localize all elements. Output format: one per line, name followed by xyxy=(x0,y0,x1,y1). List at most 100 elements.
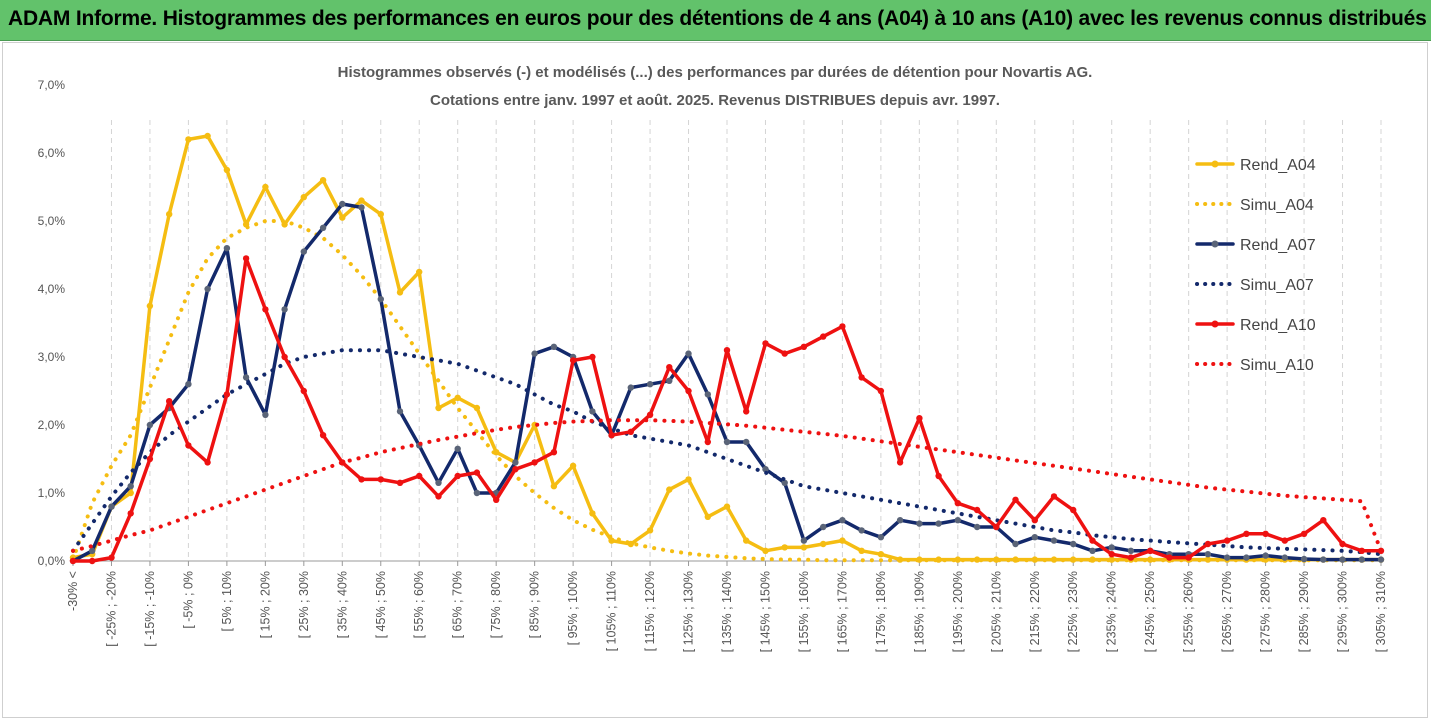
data-point xyxy=(896,459,904,466)
data-point xyxy=(512,459,519,466)
data-point xyxy=(69,557,77,565)
data-point xyxy=(723,438,731,446)
data-point xyxy=(781,479,788,486)
data-point xyxy=(262,306,269,313)
x-tick-label: [ 5% ; 10% xyxy=(220,571,234,631)
x-tick-label: [ 285% ; 290% xyxy=(1297,571,1311,652)
data-point xyxy=(800,343,808,350)
x-tick-label: [ 255% ; 260% xyxy=(1182,571,1196,652)
data-point xyxy=(627,384,634,391)
data-point xyxy=(319,177,327,184)
data-point xyxy=(339,214,346,221)
x-tick-label: [ 135% ; 140% xyxy=(720,571,734,652)
y-tick-label: 3,0% xyxy=(38,350,66,364)
data-point xyxy=(762,340,769,347)
legend: Rend_A04 Simu_A04 Rend_A07 Simu_A07 Rend_A10… xyxy=(1195,157,1316,374)
data-point xyxy=(1377,556,1385,563)
data-point xyxy=(646,381,654,388)
x-tick-label: [ 245% ; 250% xyxy=(1143,571,1157,652)
data-point xyxy=(1262,530,1269,537)
x-tick-label: [ 115% ; 120% xyxy=(643,571,657,651)
data-point xyxy=(1204,540,1212,548)
data-point xyxy=(973,523,981,531)
data-point xyxy=(473,489,481,497)
data-point xyxy=(839,323,846,330)
data-point xyxy=(185,442,192,449)
data-point xyxy=(146,455,154,463)
data-point xyxy=(762,547,769,554)
data-point xyxy=(685,350,692,357)
data-point xyxy=(185,381,192,388)
data-point xyxy=(1300,530,1308,537)
data-point xyxy=(800,537,808,544)
x-tick-label: [ 85% ; 90% xyxy=(528,571,542,638)
data-point xyxy=(820,540,827,548)
x-tick-label: [ 165% ; 170% xyxy=(835,571,849,652)
data-point xyxy=(396,479,404,486)
data-point xyxy=(473,469,481,476)
data-point xyxy=(589,353,596,361)
data-point xyxy=(858,374,865,381)
data-point xyxy=(762,466,769,473)
data-point xyxy=(685,387,692,395)
data-point xyxy=(1223,537,1231,544)
data-point xyxy=(1281,537,1289,544)
x-tick-label: [ 125% ; 130% xyxy=(682,571,696,652)
data-point xyxy=(627,428,634,435)
x-tick-label: [ 105% ; 110% xyxy=(605,571,619,651)
data-point xyxy=(954,517,961,524)
data-point xyxy=(242,374,250,381)
data-point xyxy=(319,432,327,439)
data-point xyxy=(1358,547,1366,554)
data-point xyxy=(820,523,827,531)
y-tick-label: 7,0% xyxy=(38,78,66,92)
data-point xyxy=(127,510,134,517)
report-banner: ADAM Informe. Histogrammes des performan… xyxy=(0,0,1431,41)
y-tick-label: 1,0% xyxy=(38,486,66,500)
series-simu-a07 xyxy=(71,348,1383,557)
data-point xyxy=(1108,551,1115,558)
data-point xyxy=(569,462,577,469)
data-point xyxy=(1050,493,1058,500)
data-point xyxy=(1281,554,1289,561)
data-point xyxy=(1089,537,1096,544)
data-point xyxy=(1204,551,1212,558)
data-point xyxy=(204,285,211,293)
data-point xyxy=(435,479,442,486)
data-point xyxy=(166,398,173,405)
data-point xyxy=(685,476,692,483)
data-point xyxy=(358,204,365,211)
data-point xyxy=(1070,540,1077,548)
report-title: ADAM Informe. Histogrammes des performan… xyxy=(8,7,1427,30)
x-tick-label: [ 15% ; 20% xyxy=(258,571,272,638)
x-tick-label: [ 275% ; 280% xyxy=(1259,571,1273,652)
data-point xyxy=(223,245,231,252)
x-tick-label: [ 215% ; 220% xyxy=(1028,571,1042,652)
data-point xyxy=(454,445,461,452)
data-point xyxy=(281,306,288,313)
data-point xyxy=(608,537,615,544)
axes: 0,0% 1,0% 2,0% 3,0% 4,0% 5,0% 6,0% 7,0% -30% < [ … xyxy=(38,78,1388,652)
x-tick-label: [ 195% ; 200% xyxy=(951,571,965,652)
data-point xyxy=(223,391,231,398)
y-tick-label: 6,0% xyxy=(38,146,66,160)
legend-label: Rend_A04 xyxy=(1240,157,1316,174)
legend-marker xyxy=(1211,160,1219,168)
x-tick-label: [ 65% ; 70% xyxy=(451,571,465,638)
data-point xyxy=(1089,547,1096,554)
series-simu-a10 xyxy=(71,418,1383,553)
x-tick-label: [ 175% ; 180% xyxy=(874,571,888,652)
y-tick-label: 2,0% xyxy=(38,418,66,432)
data-point xyxy=(435,404,442,412)
data-point xyxy=(358,476,365,483)
data-point xyxy=(473,404,481,412)
series-simu-a04 xyxy=(71,219,1383,563)
data-point xyxy=(416,268,423,276)
data-point xyxy=(781,544,788,551)
data-point xyxy=(1339,540,1346,548)
x-tick-label: -30% < xyxy=(66,571,80,611)
data-point xyxy=(166,211,173,218)
x-tick-label: [ 235% ; 240% xyxy=(1105,571,1119,652)
data-point xyxy=(1223,554,1231,561)
x-tick-label: [ 145% ; 150% xyxy=(758,571,772,652)
